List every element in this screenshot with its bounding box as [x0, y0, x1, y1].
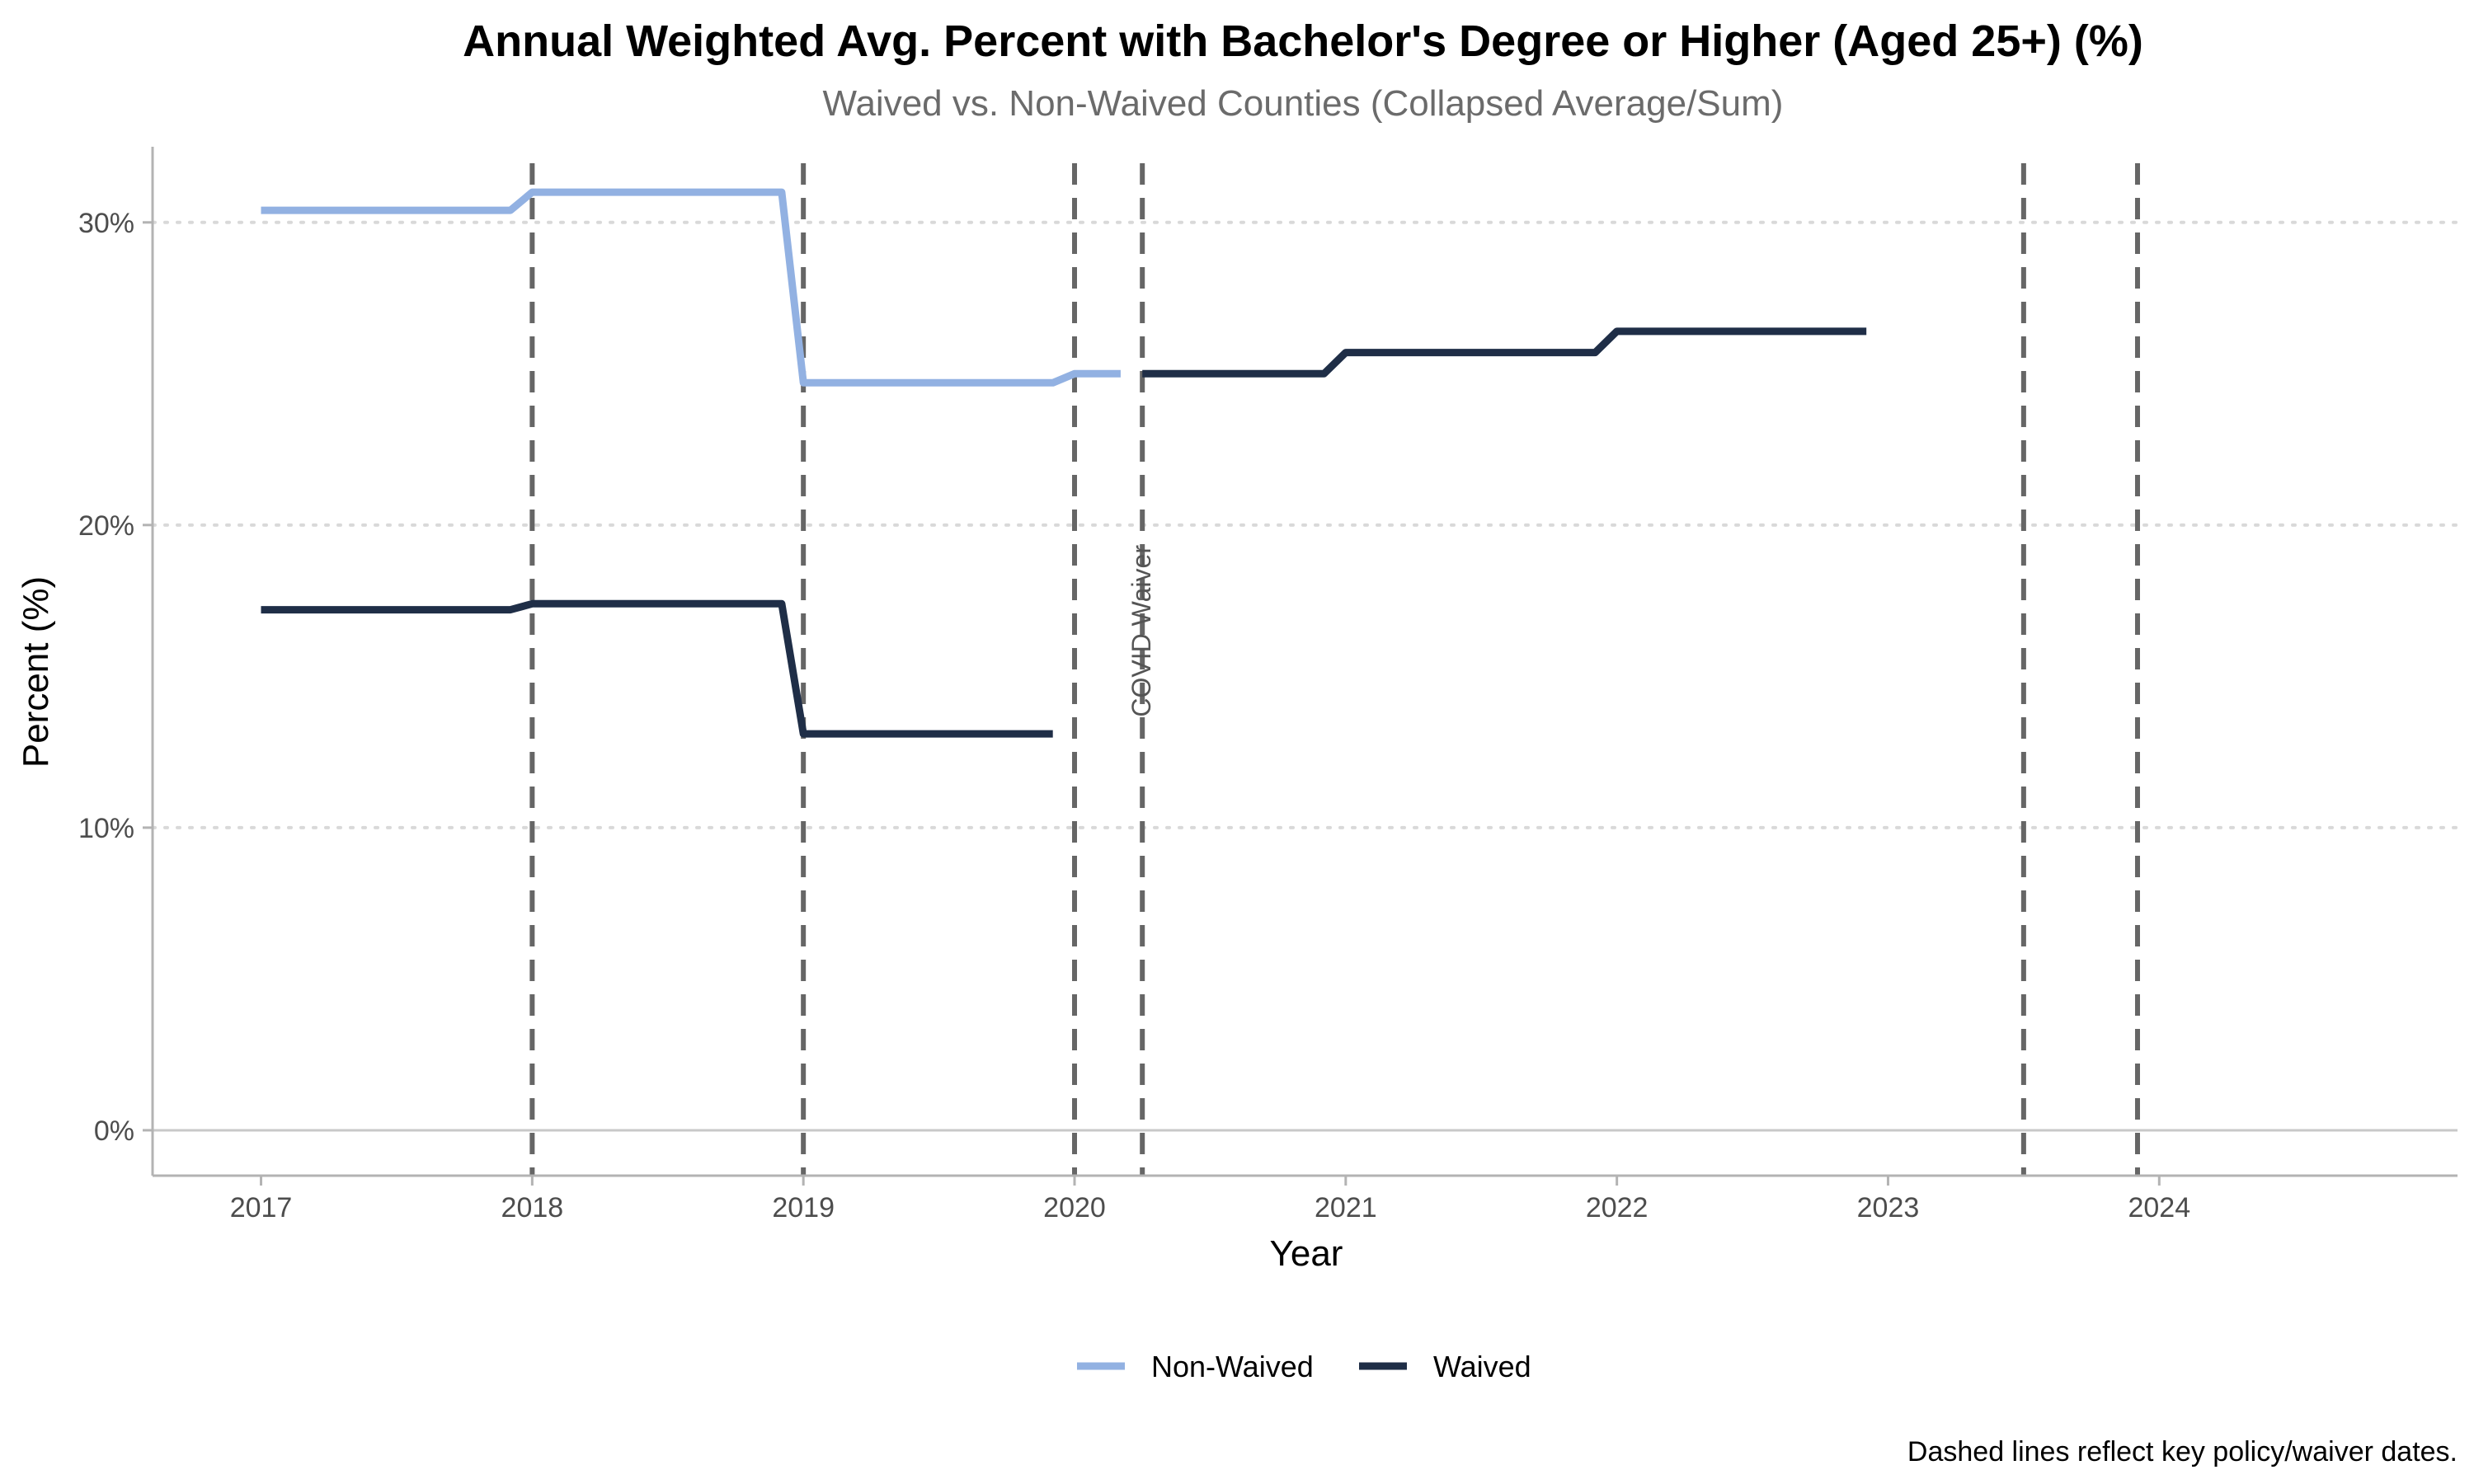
- y-tick-label: 30%: [78, 208, 134, 239]
- x-tick-label: 2019: [772, 1192, 835, 1223]
- legend-label-waived: Waived: [1433, 1350, 1531, 1383]
- y-tick-label: 10%: [78, 813, 134, 844]
- x-tick-label: 2024: [2128, 1192, 2190, 1223]
- series-line-non-waived: [261, 188, 1121, 387]
- x-ticks: 2017 2018 2019 2020 2021 2022 2023 2024: [230, 1176, 2190, 1223]
- chart-caption: Dashed lines reflect key policy/waiver d…: [1907, 1436, 2458, 1468]
- series-line-waived: [261, 599, 1053, 738]
- y-tick-label: 20%: [78, 510, 134, 542]
- grid: [151, 220, 2459, 1132]
- series: [261, 188, 1867, 738]
- x-tick-label: 2020: [1043, 1192, 1106, 1223]
- annotations: COVID Waiver: [1126, 545, 1156, 717]
- vlines: [529, 163, 2140, 1176]
- x-tick-label: 2023: [1857, 1192, 1920, 1223]
- x-tick-label: 2018: [501, 1192, 564, 1223]
- x-tick-label: 2017: [230, 1192, 293, 1223]
- y-ticks: 0% 10% 20% 30%: [78, 208, 153, 1147]
- chart-subtitle: Waived vs. Non-Waived Counties (Collapse…: [823, 83, 1784, 124]
- x-tick-label: 2021: [1315, 1192, 1377, 1223]
- x-axis-title: Year: [1270, 1233, 1343, 1274]
- legend-label-non-waived: Non-Waived: [1151, 1350, 1314, 1383]
- legend: Non-Waived Waived: [1077, 1350, 1531, 1383]
- chart-title: Annual Weighted Avg. Percent with Bachel…: [463, 16, 2143, 66]
- y-tick-label: 0%: [94, 1115, 134, 1147]
- x-tick-label: 2022: [1586, 1192, 1649, 1223]
- annotation-label: COVID Waiver: [1126, 545, 1156, 717]
- y-axis-title: Percent (%): [16, 576, 56, 768]
- series-line-waived: [1142, 327, 1867, 378]
